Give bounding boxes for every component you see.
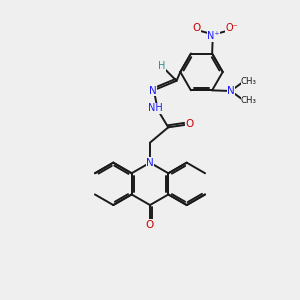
Text: O⁻: O⁻ xyxy=(226,23,238,33)
Text: NH: NH xyxy=(148,103,163,113)
Text: CH₃: CH₃ xyxy=(241,96,257,105)
Text: H: H xyxy=(158,61,166,71)
Text: N⁺: N⁺ xyxy=(207,31,220,41)
Text: N: N xyxy=(227,86,235,96)
Text: O: O xyxy=(193,23,201,33)
Text: N: N xyxy=(149,86,157,96)
Text: O: O xyxy=(186,119,194,129)
Text: O: O xyxy=(146,220,154,230)
Text: N: N xyxy=(146,158,154,168)
Text: CH₃: CH₃ xyxy=(241,77,257,86)
